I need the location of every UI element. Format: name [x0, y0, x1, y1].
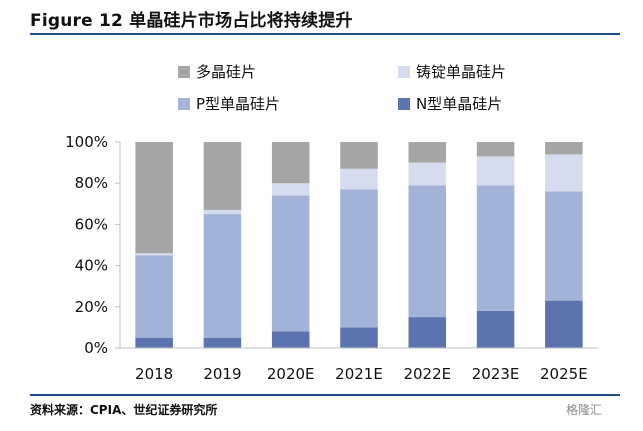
bar-segment: [408, 185, 447, 318]
bar-segment: [135, 337, 173, 348]
source-note: 资料来源：CPIA、世纪证券研究所: [30, 403, 218, 417]
legend-swatch: [398, 66, 410, 78]
y-tick-label: 60%: [75, 215, 108, 233]
bar-segment: [135, 142, 173, 254]
bar-stack-group: [135, 142, 583, 348]
y-axis: 0% 20% 40% 60% 80% 100%: [65, 133, 121, 357]
legend-swatch: [178, 66, 190, 78]
x-tick-label: 2021E: [335, 365, 383, 383]
title-divider: [30, 33, 620, 35]
x-tick-label: 2022E: [403, 365, 451, 383]
x-tick-label: 2023E: [472, 365, 520, 383]
bar-segment: [545, 142, 583, 155]
x-tick-label: 2019: [203, 365, 241, 383]
x-tick-label: 2025E: [540, 365, 588, 383]
watermark-logo: 格隆汇: [566, 403, 603, 417]
x-axis: 2018 2019 2020E 2021E 2022E 2023E 2025E: [120, 347, 598, 383]
footer-divider: [30, 394, 620, 396]
y-tick-label: 100%: [65, 133, 108, 151]
bar-segment: [135, 255, 173, 338]
legend-swatch: [178, 98, 190, 110]
legend-label: 铸锭单晶硅片: [416, 63, 506, 81]
x-tick-label: 2020E: [267, 365, 315, 383]
bar-segment: [271, 195, 310, 332]
bar-segment: [408, 162, 447, 186]
y-tick-label: 20%: [75, 298, 108, 316]
y-tick-label: 0%: [84, 339, 108, 357]
bar-segment: [271, 331, 310, 348]
x-tick-label: 2018: [135, 365, 173, 383]
bar-segment: [203, 214, 242, 338]
bar-segment: [545, 154, 583, 192]
legend-label: P型单晶硅片: [196, 95, 280, 113]
bar-segment: [203, 337, 242, 348]
bar-segment: [203, 209, 242, 215]
bar-segment: [340, 327, 378, 348]
stacked-bar-chart: 多晶硅片 铸锭单晶硅片 P型单晶硅片 N型单晶硅片 0% 20% 40% 60% 80% 100…: [65, 63, 598, 383]
legend-label: N型单晶硅片: [416, 95, 502, 113]
bar-segment: [545, 300, 583, 348]
bar-segment: [203, 142, 242, 210]
y-tick-label: 40%: [75, 257, 108, 275]
chart-legend: 多晶硅片 铸锭单晶硅片 P型单晶硅片 N型单晶硅片: [178, 63, 506, 113]
bar-segment: [476, 310, 515, 348]
bar-segment: [545, 191, 583, 301]
y-tick-label: 80%: [75, 174, 108, 192]
bar-segment: [476, 156, 515, 186]
bar-segment: [340, 142, 378, 169]
figure-title: Figure 12 单晶硅片市场占比将持续提升: [30, 11, 353, 31]
bar-segment: [340, 168, 378, 190]
bar-segment: [476, 142, 515, 157]
bar-segment: [408, 317, 447, 348]
bar-segment: [271, 142, 310, 184]
bar-segment: [271, 183, 310, 196]
bar-segment: [340, 189, 378, 328]
bar-segment: [408, 142, 447, 163]
legend-swatch: [398, 98, 410, 110]
bar-segment: [135, 253, 173, 256]
bar-segment: [476, 185, 515, 311]
legend-label: 多晶硅片: [196, 63, 256, 81]
